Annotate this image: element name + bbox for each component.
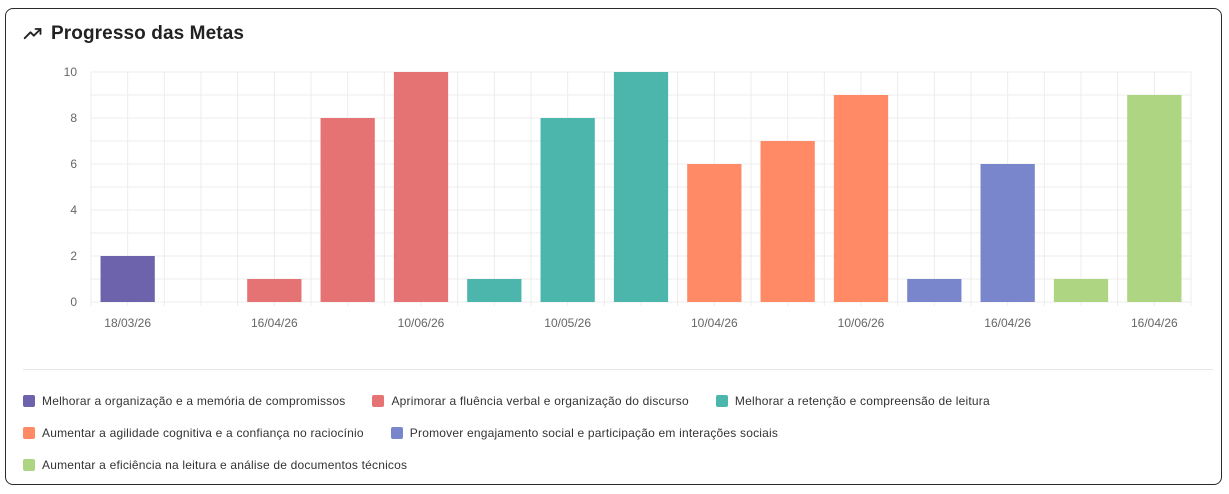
bar <box>687 164 742 302</box>
y-tick-label: 0 <box>70 295 77 309</box>
legend-item[interactable]: Aumentar a agilidade cognitiva e a confi… <box>23 426 364 440</box>
x-tick-label: 10/04/26 <box>691 316 738 330</box>
legend-swatch <box>372 395 385 407</box>
x-tick-label: 10/06/26 <box>838 316 885 330</box>
legend-item[interactable]: Aumentar a eficiência na leitura e análi… <box>23 458 407 472</box>
legend-row: Melhorar a organização e a memória de co… <box>23 385 1213 417</box>
x-tick-label: 16/04/26 <box>984 316 1031 330</box>
goals-progress-card: Progresso das Metas 0 2 4 6 8 10 18/03/26 16/04… <box>5 8 1222 485</box>
chart-legend: Melhorar a organização e a memória de co… <box>23 385 1213 481</box>
bar <box>833 95 889 302</box>
y-tick-label: 2 <box>70 249 77 263</box>
legend-label: Aprimorar a fluência verbal e organizaçã… <box>391 394 689 408</box>
trending-up-icon <box>23 24 43 44</box>
y-tick-label: 10 <box>64 65 78 79</box>
legend-label: Melhorar a retenção e compreensão de lei… <box>734 394 990 408</box>
bar <box>393 72 449 302</box>
legend-label: Promover engajamento social e participaç… <box>409 426 779 440</box>
bar <box>540 118 595 302</box>
legend-label: Aumentar a eficiência na leitura e análi… <box>42 458 408 472</box>
legend-item[interactable]: Melhorar a retenção e compreensão de lei… <box>715 394 990 408</box>
legend-label: Melhorar a organização e a memória de co… <box>42 394 346 408</box>
card-title: Progresso das Metas <box>51 23 245 44</box>
bar <box>100 256 155 302</box>
bar <box>467 279 522 302</box>
x-tick-label: 16/04/26 <box>251 316 298 330</box>
x-tick-label: 16/04/26 <box>1131 316 1178 330</box>
legend-swatch <box>390 427 403 439</box>
goals-bar-chart: 0 2 4 6 8 10 18/03/26 16/04/26 10/06/26 10/05/26 1… <box>64 65 1192 330</box>
x-tick-label: 10/06/26 <box>398 316 445 330</box>
legend-item[interactable]: Aprimorar a fluência verbal e organizaçã… <box>372 394 689 408</box>
legend-item[interactable]: Melhorar a organização e a memória de co… <box>23 394 345 408</box>
legend-label: Aumentar a agilidade cognitiva e a confi… <box>42 426 364 440</box>
bar <box>980 164 1035 302</box>
legend-row: Aumentar a eficiência na leitura e análi… <box>23 449 1213 481</box>
card-header: Progresso das Metas <box>23 23 244 45</box>
y-tick-label: 8 <box>70 111 77 125</box>
legend-row: Aumentar a agilidade cognitiva e a confi… <box>23 417 1213 449</box>
x-tick-label: 10/05/26 <box>544 316 591 330</box>
legend-swatch <box>23 427 35 439</box>
bar <box>760 141 815 302</box>
legend-swatch <box>23 459 35 471</box>
bar <box>1053 279 1109 302</box>
bar <box>320 118 375 302</box>
legend-item[interactable]: Promover engajamento social e participaç… <box>390 426 779 440</box>
legend-divider <box>23 369 1213 370</box>
legend-swatch <box>23 395 35 407</box>
bar <box>613 72 669 302</box>
x-tick-label: 18/03/26 <box>104 316 151 330</box>
bar <box>1127 95 1182 302</box>
y-tick-label: 6 <box>70 157 77 171</box>
bar <box>907 279 962 302</box>
y-tick-label: 4 <box>70 203 77 217</box>
bar <box>247 279 302 302</box>
legend-swatch <box>715 395 728 407</box>
